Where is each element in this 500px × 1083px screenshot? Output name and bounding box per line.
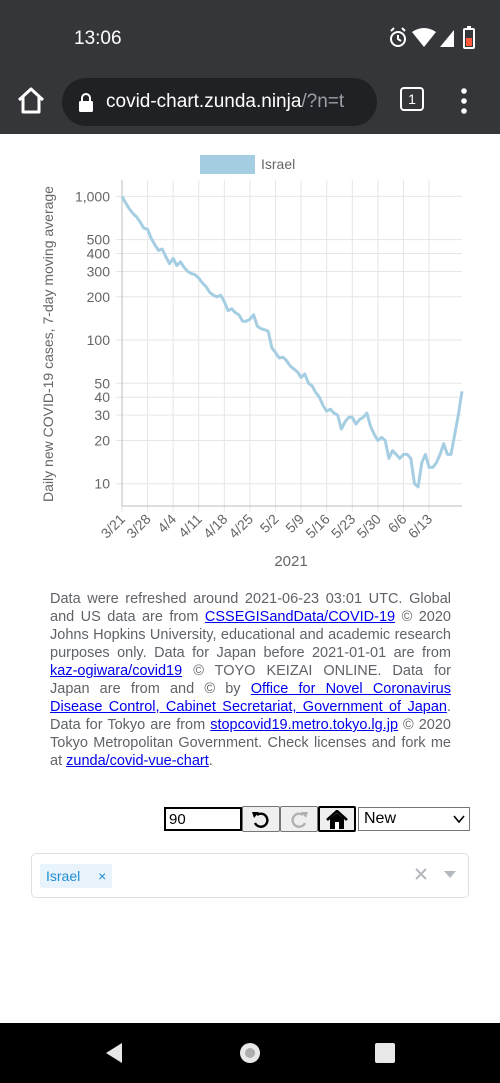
home-icon[interactable] (14, 84, 48, 118)
status-bar: 13:06 (0, 0, 500, 72)
wifi-icon (412, 28, 436, 47)
tag-remove-button[interactable]: × (98, 868, 107, 884)
y-tick-label: 40 (94, 389, 110, 405)
y-tick-label: 100 (87, 332, 111, 348)
y-tick-label: 300 (87, 264, 111, 280)
y-tick-label: 30 (94, 407, 110, 423)
tokyo-gov-link[interactable]: stopcovid19.metro.tokyo.lg.jp (210, 717, 399, 733)
y-tick-label: 200 (87, 289, 111, 305)
x-tick-label: 3/21 (98, 511, 129, 542)
legend-swatch (200, 155, 255, 174)
y-tick-label: 50 (94, 375, 110, 391)
legend-label: Israel (261, 156, 295, 172)
lock-icon (79, 93, 93, 112)
notes-text-3: © TOYO KEIZAI ONLINE. Data for Japan are… (50, 663, 451, 697)
country-tag-label: Israel (46, 868, 81, 884)
x-axis-title: 2021 (274, 553, 307, 570)
chart-container: Israel 10 20 30 40 50 100 200 300 400 500 1,000 3/21… (0, 134, 500, 584)
notes-text-6: . (208, 753, 213, 769)
x-tick-label: 4/4 (154, 511, 179, 536)
mode-select[interactable]: New (358, 807, 470, 831)
x-tick-label: 4/11 (175, 511, 205, 541)
redo-button[interactable] (280, 806, 318, 832)
undo-button[interactable] (242, 806, 280, 832)
browser-toolbar: covid-chart.zunda.ninja/?n=t 1 (0, 72, 500, 134)
url-path: /?n=t (301, 91, 345, 112)
toyo-keizai-link[interactable]: kaz-ogiwara/covid19 (50, 663, 183, 679)
x-tick-label: 6/13 (405, 511, 436, 542)
x-tick-label: 5/16 (302, 511, 333, 542)
chevron-down-icon (453, 815, 465, 824)
x-tick-label: 5/2 (257, 511, 282, 536)
status-time: 13:06 (74, 28, 122, 49)
recent-apps-icon[interactable] (375, 1043, 395, 1063)
mode-select-value: New (364, 810, 397, 827)
url-text: covid-chart.zunda.ninja/?n=t (106, 91, 344, 113)
status-icons (390, 26, 475, 49)
days-input[interactable] (164, 807, 242, 831)
y-tick-label: 1,000 (75, 188, 110, 204)
reset-home-button[interactable] (318, 806, 356, 832)
x-tick-label: 5/30 (353, 511, 384, 542)
notes-text-1: Data were refreshed around 2021-06-23 03… (50, 591, 451, 625)
signal-icon (440, 30, 454, 47)
y-tick-label: 500 (87, 232, 111, 248)
y-tick-label: 20 (94, 432, 110, 448)
redo-icon (291, 812, 308, 828)
x-tick-label: 5/23 (328, 511, 359, 542)
y-tick-label: 400 (87, 246, 111, 262)
notes-text-2: © 2020 Johns Hopkins University, educati… (50, 609, 451, 661)
back-icon[interactable] (104, 1042, 124, 1064)
y-axis-title: Daily new COVID-19 cases, 7-day moving a… (40, 186, 56, 502)
address-bar[interactable]: covid-chart.zunda.ninja/?n=t (62, 78, 377, 126)
caret-down-icon[interactable] (444, 871, 456, 879)
jhu-data-link[interactable]: CSSEGISandData/COVID-19 (204, 609, 396, 625)
x-tick-label: 3/28 (123, 511, 154, 542)
data-source-notes: Data were refreshed around 2021-06-23 03… (50, 590, 451, 770)
country-tag: Israel × (40, 864, 113, 888)
series-line-israel (120, 195, 464, 489)
android-nav-bar (0, 1023, 500, 1083)
country-multiselect[interactable]: Israel × (31, 853, 469, 898)
alarm-icon (390, 27, 406, 47)
notes-text-5: © 2020 Tokyo Metropolitan Government. Ch… (50, 717, 451, 769)
battery-icon (463, 26, 475, 49)
url-host: covid-chart.zunda.ninja (106, 91, 302, 112)
github-repo-link[interactable]: zunda/covid-vue-chart (66, 753, 209, 769)
home-circle-icon[interactable] (238, 1041, 262, 1065)
home-icon (326, 809, 348, 829)
notes-text-4: . Data for Tokyo are from (50, 699, 451, 733)
japan-gov-link[interactable]: Office for Novel Coronavirus Disease Con… (50, 681, 451, 715)
undo-icon (252, 812, 269, 828)
clear-icon[interactable] (414, 867, 428, 881)
more-menu-icon[interactable] (454, 86, 474, 116)
y-tick-label: 10 (94, 476, 110, 492)
x-tick-label: 4/18 (200, 511, 231, 542)
tab-switcher-button[interactable]: 1 (400, 87, 424, 111)
x-tick-label: 4/25 (225, 511, 256, 542)
